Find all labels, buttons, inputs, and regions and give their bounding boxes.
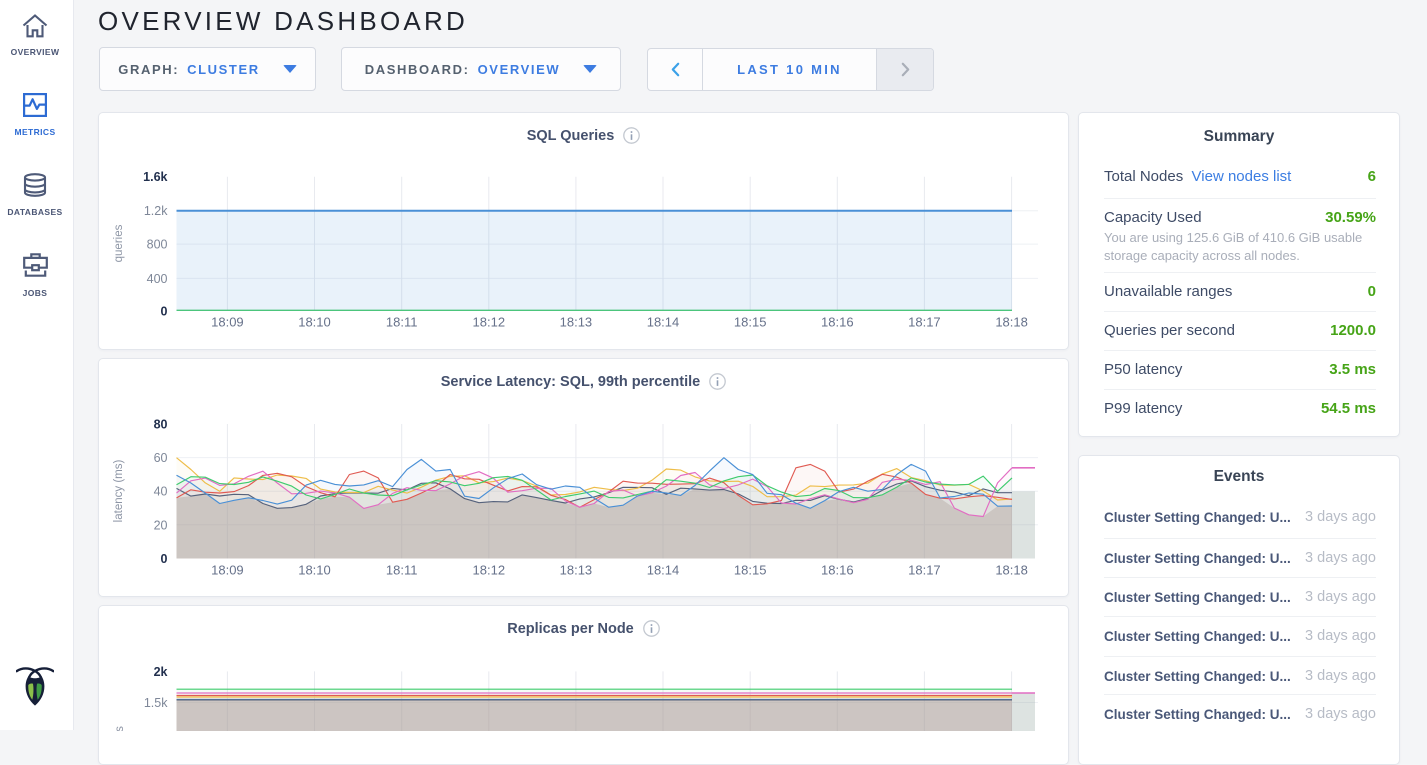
svg-text:18:14: 18:14	[647, 562, 680, 577]
svg-text:0: 0	[161, 552, 168, 566]
svg-text:18:12: 18:12	[473, 315, 506, 330]
svg-text:18:09: 18:09	[211, 315, 244, 330]
svg-text:60: 60	[154, 451, 168, 465]
svg-text:18:11: 18:11	[386, 315, 418, 330]
svg-text:queries: queries	[113, 224, 125, 262]
svg-text:18:15: 18:15	[734, 315, 767, 330]
svg-text:18:16: 18:16	[821, 562, 854, 577]
svg-text:replicas: replicas	[114, 726, 126, 731]
svg-text:18:14: 18:14	[647, 315, 680, 330]
svg-text:18:12: 18:12	[473, 562, 506, 577]
svg-text:1.6k: 1.6k	[143, 170, 167, 184]
svg-text:400: 400	[147, 272, 168, 286]
svg-text:40: 40	[154, 485, 168, 499]
svg-text:18:17: 18:17	[908, 315, 941, 330]
svg-text:1.5k: 1.5k	[144, 696, 168, 710]
svg-text:1.2k: 1.2k	[144, 204, 168, 218]
svg-text:18:11: 18:11	[386, 562, 418, 577]
svg-text:20: 20	[154, 518, 168, 532]
svg-text:18:18: 18:18	[995, 315, 1028, 330]
svg-text:2k: 2k	[154, 665, 168, 679]
svg-text:18:13: 18:13	[560, 315, 593, 330]
svg-text:18:15: 18:15	[734, 562, 767, 577]
svg-text:0: 0	[161, 304, 168, 318]
svg-text:18:10: 18:10	[298, 315, 331, 330]
svg-text:18:18: 18:18	[995, 562, 1028, 577]
svg-text:latency (ms): latency (ms)	[113, 460, 125, 523]
svg-text:18:16: 18:16	[821, 315, 854, 330]
svg-text:18:13: 18:13	[560, 562, 593, 577]
svg-text:18:17: 18:17	[908, 562, 941, 577]
svg-text:18:10: 18:10	[298, 562, 331, 577]
svg-text:18:09: 18:09	[211, 562, 244, 577]
svg-text:800: 800	[147, 238, 168, 252]
svg-text:80: 80	[154, 418, 168, 432]
